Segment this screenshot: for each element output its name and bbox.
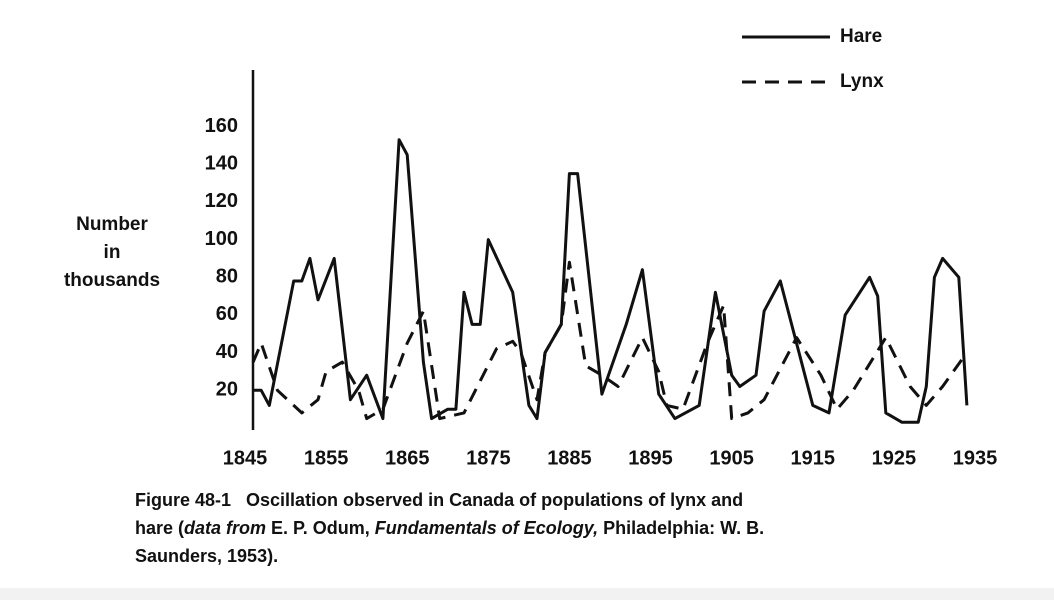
y-tick-label: 160	[205, 115, 238, 137]
caption-text: hare (	[135, 518, 184, 538]
y-tick-label: 140	[205, 152, 238, 174]
series-line	[253, 138, 969, 424]
y-tick-label: 40	[216, 341, 238, 363]
x-tick-label: 1915	[791, 447, 836, 469]
caption-text: data from	[184, 518, 266, 538]
caption-text: Saunders, 1953).	[135, 546, 278, 566]
legend-label: Hare	[840, 26, 882, 47]
y-axis-label: Number	[76, 214, 148, 235]
x-tick-label: 1925	[872, 447, 917, 469]
caption-line: hare (data from E. P. Odum, Fundamentals…	[135, 518, 764, 538]
caption-text: Philadelphia: W. B.	[598, 518, 764, 538]
series-line	[251, 260, 969, 421]
x-tick-label: 1895	[628, 447, 673, 469]
x-tick-label: 1905	[709, 447, 754, 469]
y-axis-label: thousands	[64, 270, 160, 291]
caption-text: Figure 48-1 Oscillation observed in Cana…	[135, 490, 743, 510]
y-tick-label: 20	[216, 379, 238, 401]
bottom-strip	[0, 588, 1054, 600]
x-tick-label: 1865	[385, 447, 430, 469]
y-tick-label: 100	[205, 228, 238, 250]
legend-label: Lynx	[840, 71, 884, 92]
x-tick-label: 1855	[304, 447, 349, 469]
y-tick-label: 60	[216, 303, 238, 325]
y-tick-label: 120	[205, 190, 238, 212]
caption-line: Figure 48-1 Oscillation observed in Cana…	[135, 490, 743, 510]
caption-text: E. P. Odum,	[266, 518, 375, 538]
caption-line: Saunders, 1953).	[135, 546, 278, 566]
x-tick-label: 1875	[466, 447, 511, 469]
x-tick-label: 1885	[547, 447, 592, 469]
x-tick-label: 1935	[953, 447, 998, 469]
y-axis-label: in	[104, 242, 121, 263]
x-tick-label: 1845	[223, 447, 268, 469]
caption-text: Fundamentals of Ecology,	[375, 518, 598, 538]
y-tick-label: 80	[216, 266, 238, 288]
